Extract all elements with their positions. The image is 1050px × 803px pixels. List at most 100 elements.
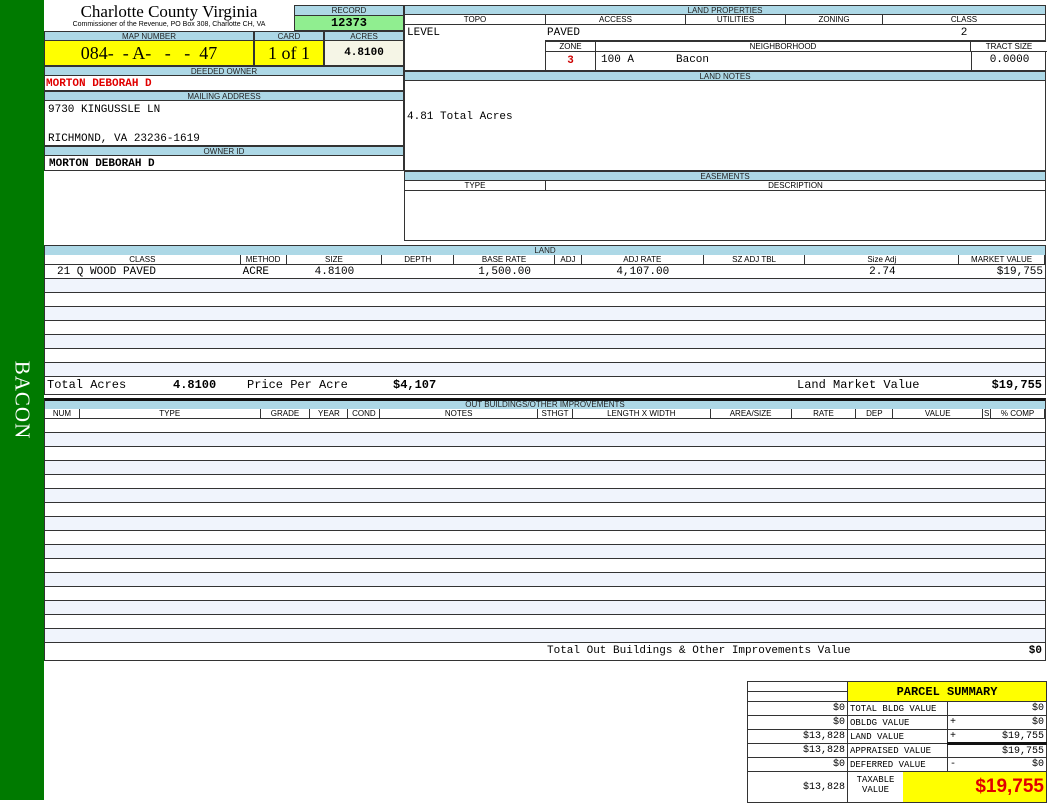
table-cell bbox=[711, 447, 792, 460]
taxable-value: $19,755 bbox=[903, 772, 1046, 802]
land-notes-text: 4.81 Total Acres bbox=[404, 80, 1046, 171]
table-cell bbox=[261, 587, 311, 600]
table-cell bbox=[991, 601, 1045, 614]
summary-row: $0 TOTAL BLDG VALUE $0 bbox=[747, 701, 1047, 716]
table-cell bbox=[287, 349, 383, 362]
table-cell bbox=[80, 475, 261, 488]
table-row bbox=[44, 363, 1046, 377]
table-cell bbox=[382, 363, 454, 376]
page-subtitle: Commissioner of the Revenue, PO Box 308,… bbox=[72, 21, 266, 28]
table-cell bbox=[348, 433, 380, 446]
table-cell bbox=[241, 279, 287, 292]
table-cell bbox=[555, 279, 582, 292]
table-cell bbox=[856, 587, 893, 600]
address-line-2: RICHMOND, VA 23236-1619 bbox=[48, 133, 200, 145]
land-market-value-label: Land Market Value bbox=[797, 378, 920, 392]
table-cell bbox=[380, 573, 538, 586]
table-cell bbox=[704, 321, 806, 334]
neighborhood-value: Bacon bbox=[676, 54, 710, 66]
column-header: ADJ bbox=[554, 255, 582, 265]
table-row bbox=[44, 293, 1046, 307]
table-cell bbox=[711, 517, 792, 530]
table-cell bbox=[983, 461, 991, 474]
outbuildings-total-label: Total Out Buildings & Other Improvements… bbox=[547, 645, 851, 657]
deeded-owner-value: MORTON DEBORAH D bbox=[44, 75, 404, 91]
table-cell bbox=[792, 615, 857, 628]
column-header: LENGTH X WIDTH bbox=[572, 409, 711, 419]
table-cell bbox=[538, 629, 573, 642]
table-cell bbox=[454, 293, 555, 306]
table-header: CLASS METHOD SIZE DEPTH BASE RATE ADJ ADJ RATE… bbox=[44, 255, 1046, 265]
table-cell bbox=[856, 433, 893, 446]
table-cell bbox=[380, 475, 538, 488]
land-market-value: $19,755 bbox=[991, 378, 1042, 392]
table-cell: ACRE bbox=[242, 266, 270, 278]
outbuildings-table: NUM TYPE GRADE YEAR COND NOTES STHGT LENGTH X W… bbox=[44, 409, 1046, 643]
summary-value-text: $19,755 bbox=[1001, 730, 1044, 742]
table-cell bbox=[310, 475, 348, 488]
table-cell bbox=[45, 419, 80, 432]
summary-value: $0 bbox=[947, 701, 1047, 716]
table-cell bbox=[711, 475, 792, 488]
table-cell bbox=[991, 587, 1045, 600]
access-label: ACCESS bbox=[546, 15, 686, 25]
table-cell bbox=[711, 531, 792, 544]
table-cell: 2.74 bbox=[869, 266, 896, 278]
table-cell bbox=[893, 545, 983, 558]
table-cell bbox=[555, 265, 582, 278]
taxable-left-value: $13,828 bbox=[747, 771, 848, 803]
table-cell bbox=[792, 545, 857, 558]
table-row bbox=[44, 307, 1046, 321]
neighborhood-code: 100 A bbox=[601, 54, 635, 66]
table-cell bbox=[983, 615, 991, 628]
table-cell bbox=[711, 615, 792, 628]
table-cell bbox=[380, 517, 538, 530]
table-cell bbox=[555, 363, 582, 376]
table-cell bbox=[983, 475, 991, 488]
table-cell bbox=[555, 335, 582, 348]
table-cell bbox=[856, 601, 893, 614]
column-header: NOTES bbox=[380, 409, 539, 419]
table-cell bbox=[711, 503, 792, 516]
table-cell bbox=[582, 335, 704, 348]
table-cell: 1,500.00 bbox=[478, 266, 531, 278]
table-cell bbox=[287, 363, 383, 376]
table-cell bbox=[711, 461, 792, 474]
table-cell bbox=[792, 461, 857, 474]
table-cell bbox=[310, 629, 348, 642]
sidebar: BACON bbox=[0, 0, 44, 800]
table-cell bbox=[704, 363, 806, 376]
class-label: CLASS bbox=[883, 15, 1045, 25]
outbuildings-total: Total Out Buildings & Other Improvements… bbox=[44, 642, 1046, 661]
table-cell bbox=[991, 461, 1045, 474]
table-header: NUM TYPE GRADE YEAR COND NOTES STHGT LENGTH X W… bbox=[44, 409, 1046, 419]
summary-left-value: $0 bbox=[747, 715, 848, 730]
table-cell bbox=[792, 559, 857, 572]
table-cell bbox=[45, 601, 80, 614]
summary-label: DEFERRED VALUE bbox=[847, 757, 948, 772]
table-cell bbox=[538, 447, 573, 460]
table-row bbox=[44, 503, 1046, 517]
page-title: Charlotte County Virginia bbox=[80, 2, 258, 21]
zone-label: ZONE bbox=[546, 42, 596, 52]
table-cell bbox=[45, 517, 80, 530]
table-cell bbox=[856, 419, 893, 432]
land-totals: Total Acres 4.8100 Price Per Acre $4,107… bbox=[44, 377, 1046, 395]
table-cell bbox=[582, 321, 704, 334]
column-header: SIZE bbox=[286, 255, 383, 265]
table-cell bbox=[45, 629, 80, 642]
column-header: COND bbox=[348, 409, 381, 419]
topo-label: TOPO bbox=[405, 15, 546, 25]
summary-value-text: $0 bbox=[1031, 759, 1044, 770]
parcel-summary-title: PARCEL SUMMARY bbox=[847, 681, 1047, 702]
table-cell bbox=[991, 503, 1045, 516]
neighborhood-label: NEIGHBORHOOD bbox=[596, 42, 971, 52]
table-cell bbox=[991, 629, 1045, 642]
table-cell bbox=[261, 419, 311, 432]
table-cell bbox=[80, 587, 261, 600]
table-cell bbox=[348, 503, 380, 516]
table-cell bbox=[573, 503, 711, 516]
table-cell bbox=[711, 629, 792, 642]
card-value: 1 of 1 bbox=[254, 40, 324, 66]
table-cell bbox=[261, 433, 311, 446]
